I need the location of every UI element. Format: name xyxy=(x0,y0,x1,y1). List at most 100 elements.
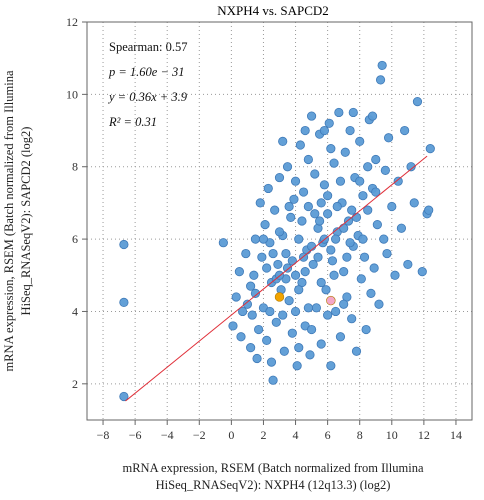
data-point xyxy=(284,201,294,212)
data-point xyxy=(417,267,427,277)
data-point xyxy=(250,288,261,298)
x-tick-label: −4 xyxy=(161,428,174,442)
data-point xyxy=(298,187,309,197)
data-point xyxy=(339,223,349,233)
data-point xyxy=(316,277,326,288)
data-point xyxy=(294,234,304,244)
x-tick-label: −6 xyxy=(129,428,142,442)
data-point xyxy=(372,220,382,230)
data-point xyxy=(306,111,317,121)
x-tick-label: 2 xyxy=(260,428,266,442)
data-point xyxy=(379,234,389,244)
data-point xyxy=(303,303,313,313)
data-point xyxy=(382,248,392,259)
data-point xyxy=(257,252,267,262)
x-axis-label-line-1: mRNA expression, RSEM (Batch normalized … xyxy=(123,461,424,475)
x-tick-label: 4 xyxy=(293,428,299,442)
data-point xyxy=(400,125,410,136)
data-point xyxy=(335,332,346,342)
data-point xyxy=(355,136,365,146)
data-point xyxy=(297,216,307,226)
data-point xyxy=(241,248,251,259)
data-point xyxy=(339,267,349,277)
data-point xyxy=(363,205,373,215)
plot-frame xyxy=(86,21,473,421)
data-point xyxy=(294,285,304,295)
data-point xyxy=(254,324,264,335)
data-point xyxy=(271,317,281,327)
data-point xyxy=(323,310,333,320)
data-point xyxy=(329,270,339,280)
y-tick-label: 8 xyxy=(72,160,78,174)
data-point xyxy=(119,297,129,308)
data-point xyxy=(270,205,280,215)
x-axis-label-line-2: HiSeq_RNASeqV2): NXPH4 (12q13.3) (log2) xyxy=(156,478,391,492)
data-point xyxy=(403,259,413,270)
data-point xyxy=(377,60,387,71)
data-point xyxy=(242,299,253,309)
y-axis-label-line-1: mRNA expression, RSEM (Batch normalized … xyxy=(2,70,16,371)
data-point xyxy=(356,274,366,284)
data-point xyxy=(274,227,285,237)
y-tick-label: 12 xyxy=(66,15,78,29)
data-point xyxy=(319,125,330,136)
data-point xyxy=(268,375,278,385)
data-point xyxy=(279,346,289,356)
data-point xyxy=(380,165,390,175)
data-point xyxy=(306,324,317,335)
data-point xyxy=(366,288,376,298)
data-point xyxy=(358,191,368,201)
equation-label: y = 0.36x + 3.9 xyxy=(107,90,188,104)
data-point xyxy=(303,154,313,165)
data-point xyxy=(282,162,293,172)
data-point xyxy=(305,350,315,360)
data-point xyxy=(371,187,381,197)
data-point xyxy=(119,239,129,250)
data-point xyxy=(326,245,336,255)
data-point xyxy=(393,176,403,186)
data-point xyxy=(347,205,357,215)
data-points xyxy=(119,60,435,402)
data-point xyxy=(327,256,338,266)
data-point xyxy=(278,136,288,146)
data-point xyxy=(119,391,129,402)
data-point xyxy=(369,263,379,273)
data-point xyxy=(234,267,244,277)
data-point xyxy=(310,209,320,219)
x-tick-label: −2 xyxy=(193,428,206,442)
x-tick-label: 6 xyxy=(325,428,331,442)
data-point xyxy=(218,238,228,248)
data-point xyxy=(249,270,259,280)
data-point xyxy=(355,176,365,186)
x-tick-label: 10 xyxy=(386,428,398,442)
data-point xyxy=(268,248,278,259)
y-tick-label: 2 xyxy=(72,377,78,391)
data-point xyxy=(348,107,358,118)
y-tick-label: 10 xyxy=(66,87,78,101)
data-point xyxy=(345,125,355,136)
data-point xyxy=(287,328,297,338)
data-point xyxy=(339,299,349,309)
data-point xyxy=(347,314,357,324)
x-tick-label: 0 xyxy=(228,428,234,442)
data-point xyxy=(334,107,344,118)
y-axis-label-line-2: HiSeq_RNASeqV2): SAPCD2 (log2) xyxy=(19,127,33,316)
data-point xyxy=(310,169,320,179)
y-tick-label: 6 xyxy=(72,232,78,246)
chart-title: NXPH4 vs. SAPCD2 xyxy=(217,3,329,18)
data-point xyxy=(289,194,299,204)
highlight-point xyxy=(326,295,336,306)
data-point xyxy=(335,176,346,186)
data-point xyxy=(387,201,397,212)
data-point xyxy=(371,154,381,165)
data-point xyxy=(342,252,352,262)
data-point xyxy=(345,238,355,248)
x-tick-label: 14 xyxy=(450,428,462,442)
data-point xyxy=(358,234,368,244)
data-point xyxy=(294,343,304,353)
data-point xyxy=(303,201,313,212)
x-tick-label: 8 xyxy=(357,428,363,442)
data-point xyxy=(351,346,362,356)
data-point xyxy=(247,310,257,320)
